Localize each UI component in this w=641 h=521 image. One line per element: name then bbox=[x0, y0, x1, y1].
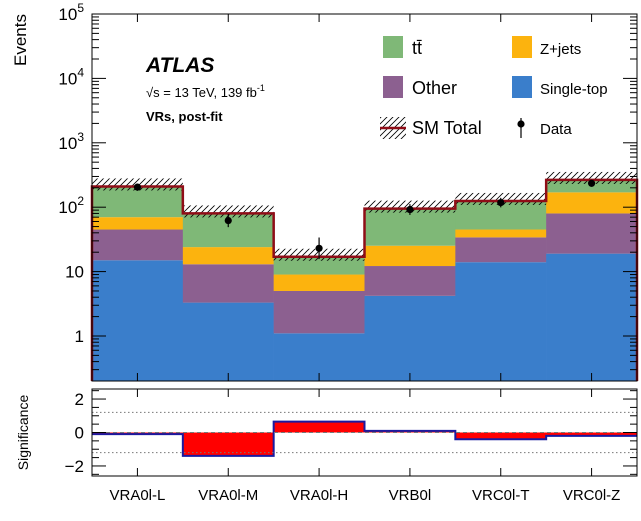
data-marker-3 bbox=[406, 205, 414, 214]
data-point-0 bbox=[133, 183, 142, 191]
data-point-2 bbox=[315, 237, 323, 260]
bar-tt--2 bbox=[273, 256, 365, 275]
bar-z-jets-0 bbox=[92, 217, 184, 230]
x-axis-tick-labels: VRA0l-L VRA0l-M VRA0l-H VRB0l VRC0l-T VRC0l-Z bbox=[109, 487, 620, 504]
y-tick-exponent: 3 bbox=[77, 130, 84, 144]
y-tick-label: 104 bbox=[58, 65, 84, 88]
significance-y-axis: −2 0 2 bbox=[65, 389, 637, 476]
legend-entry-5: Data bbox=[517, 118, 572, 138]
main-plot-frame bbox=[91, 13, 638, 382]
legend-entry-1: Z+jets bbox=[512, 36, 581, 58]
data-marker-1 bbox=[224, 216, 232, 225]
bar-single-top-3 bbox=[364, 295, 456, 381]
significance-bar-5 bbox=[546, 432, 638, 436]
data-marker-2 bbox=[315, 244, 323, 252]
y-tick-base: 10 bbox=[58, 5, 77, 24]
legend-label: Data bbox=[540, 121, 572, 138]
x-tick-label-5: VRC0l-Z bbox=[563, 487, 621, 504]
data-point-5 bbox=[587, 179, 596, 187]
legend: tt̄ Z+jets Other Single-top SM Total Data bbox=[380, 36, 608, 139]
legend-swatch bbox=[383, 76, 403, 98]
bar-other-1 bbox=[182, 264, 274, 303]
legend-swatch bbox=[383, 36, 403, 58]
legend-entry-0: tt̄ bbox=[383, 36, 422, 58]
y-tick-base: 10 bbox=[58, 198, 77, 217]
significance-bar-4 bbox=[455, 432, 547, 440]
y-tick-label: 10 bbox=[65, 263, 84, 282]
bar-other-3 bbox=[364, 266, 456, 296]
sig-tick-label: 2 bbox=[75, 390, 84, 409]
significance-bars bbox=[92, 420, 638, 457]
bar-tt--0 bbox=[92, 186, 184, 218]
legend-entry-2: Other bbox=[383, 76, 457, 98]
sig-tick-label: −2 bbox=[65, 457, 84, 476]
atlas-label: ATLAS bbox=[145, 54, 214, 77]
legend-entry-3: Single-top bbox=[512, 76, 608, 98]
sm-total-step-line bbox=[90, 178, 639, 381]
legend-label: SM Total bbox=[412, 118, 482, 138]
y-tick-exponent: 4 bbox=[77, 65, 84, 79]
sig-tick-label: 0 bbox=[75, 424, 84, 443]
x-tick-label-1: VRA0l-M bbox=[198, 487, 258, 504]
bar-single-top-4 bbox=[455, 262, 547, 381]
y-axis-label: Events bbox=[11, 14, 30, 66]
bar-single-top-5 bbox=[546, 253, 638, 381]
y-tick-label: 102 bbox=[58, 194, 84, 217]
x-tick-label-3: VRB0l bbox=[389, 487, 432, 504]
data-points bbox=[133, 179, 596, 260]
legend-label: Single-top bbox=[540, 81, 608, 98]
bar-z-jets-5 bbox=[546, 192, 638, 214]
sm-total-line bbox=[90, 178, 639, 381]
y-tick-base: 10 bbox=[58, 134, 77, 153]
x-tick-label-0: VRA0l-L bbox=[109, 487, 165, 504]
significance-bar-2 bbox=[273, 421, 365, 433]
y-tick-label: 1 bbox=[75, 327, 84, 346]
legend-swatch bbox=[512, 76, 532, 98]
data-point-4 bbox=[497, 197, 505, 208]
legend-swatch bbox=[512, 36, 532, 58]
y-tick-label: 105 bbox=[58, 1, 84, 24]
significance-reference-lines bbox=[92, 411, 637, 454]
significance-axis-label: Significance bbox=[15, 395, 31, 471]
x-tick-label-2: VRA0l-H bbox=[290, 487, 348, 504]
bar-z-jets-1 bbox=[182, 247, 274, 265]
bar-other-4 bbox=[455, 237, 547, 263]
legend-label: Z+jets bbox=[540, 41, 581, 58]
significance-step-outline bbox=[92, 420, 637, 457]
region-label: VRs, post-fit bbox=[146, 109, 223, 124]
energy-label: √s = 13 TeV, 139 fb-1 bbox=[146, 83, 265, 100]
bar-other-0 bbox=[92, 229, 184, 261]
energy-exponent: -1 bbox=[257, 83, 265, 93]
bar-other-2 bbox=[273, 290, 365, 334]
y-tick-exponent: 5 bbox=[77, 1, 84, 15]
x-tick-label-4: VRC0l-T bbox=[472, 487, 530, 504]
bar-single-top-0 bbox=[92, 260, 184, 381]
data-marker-0 bbox=[133, 183, 142, 191]
data-point-1 bbox=[224, 213, 232, 228]
legend-label: tt̄ bbox=[412, 38, 422, 58]
significance-bar-1 bbox=[182, 432, 274, 456]
energy-text: √s = 13 TeV, 139 fb bbox=[146, 85, 257, 100]
legend-entry-4: SM Total bbox=[380, 117, 482, 139]
legend-data-marker bbox=[517, 120, 525, 128]
bar-z-jets-2 bbox=[273, 274, 365, 291]
y-tick-exponent: 2 bbox=[77, 194, 84, 208]
bar-z-jets-4 bbox=[455, 229, 547, 238]
data-point-3 bbox=[406, 204, 414, 215]
bar-z-jets-3 bbox=[364, 245, 456, 267]
bar-single-top-1 bbox=[182, 302, 274, 381]
stacked-histogram bbox=[92, 179, 638, 381]
bar-other-5 bbox=[546, 213, 638, 254]
y-tick-base: 10 bbox=[58, 69, 77, 88]
y-tick-label: 103 bbox=[58, 130, 84, 153]
legend-label: Other bbox=[412, 78, 457, 98]
data-marker-4 bbox=[497, 198, 505, 207]
data-marker-5 bbox=[587, 179, 596, 187]
